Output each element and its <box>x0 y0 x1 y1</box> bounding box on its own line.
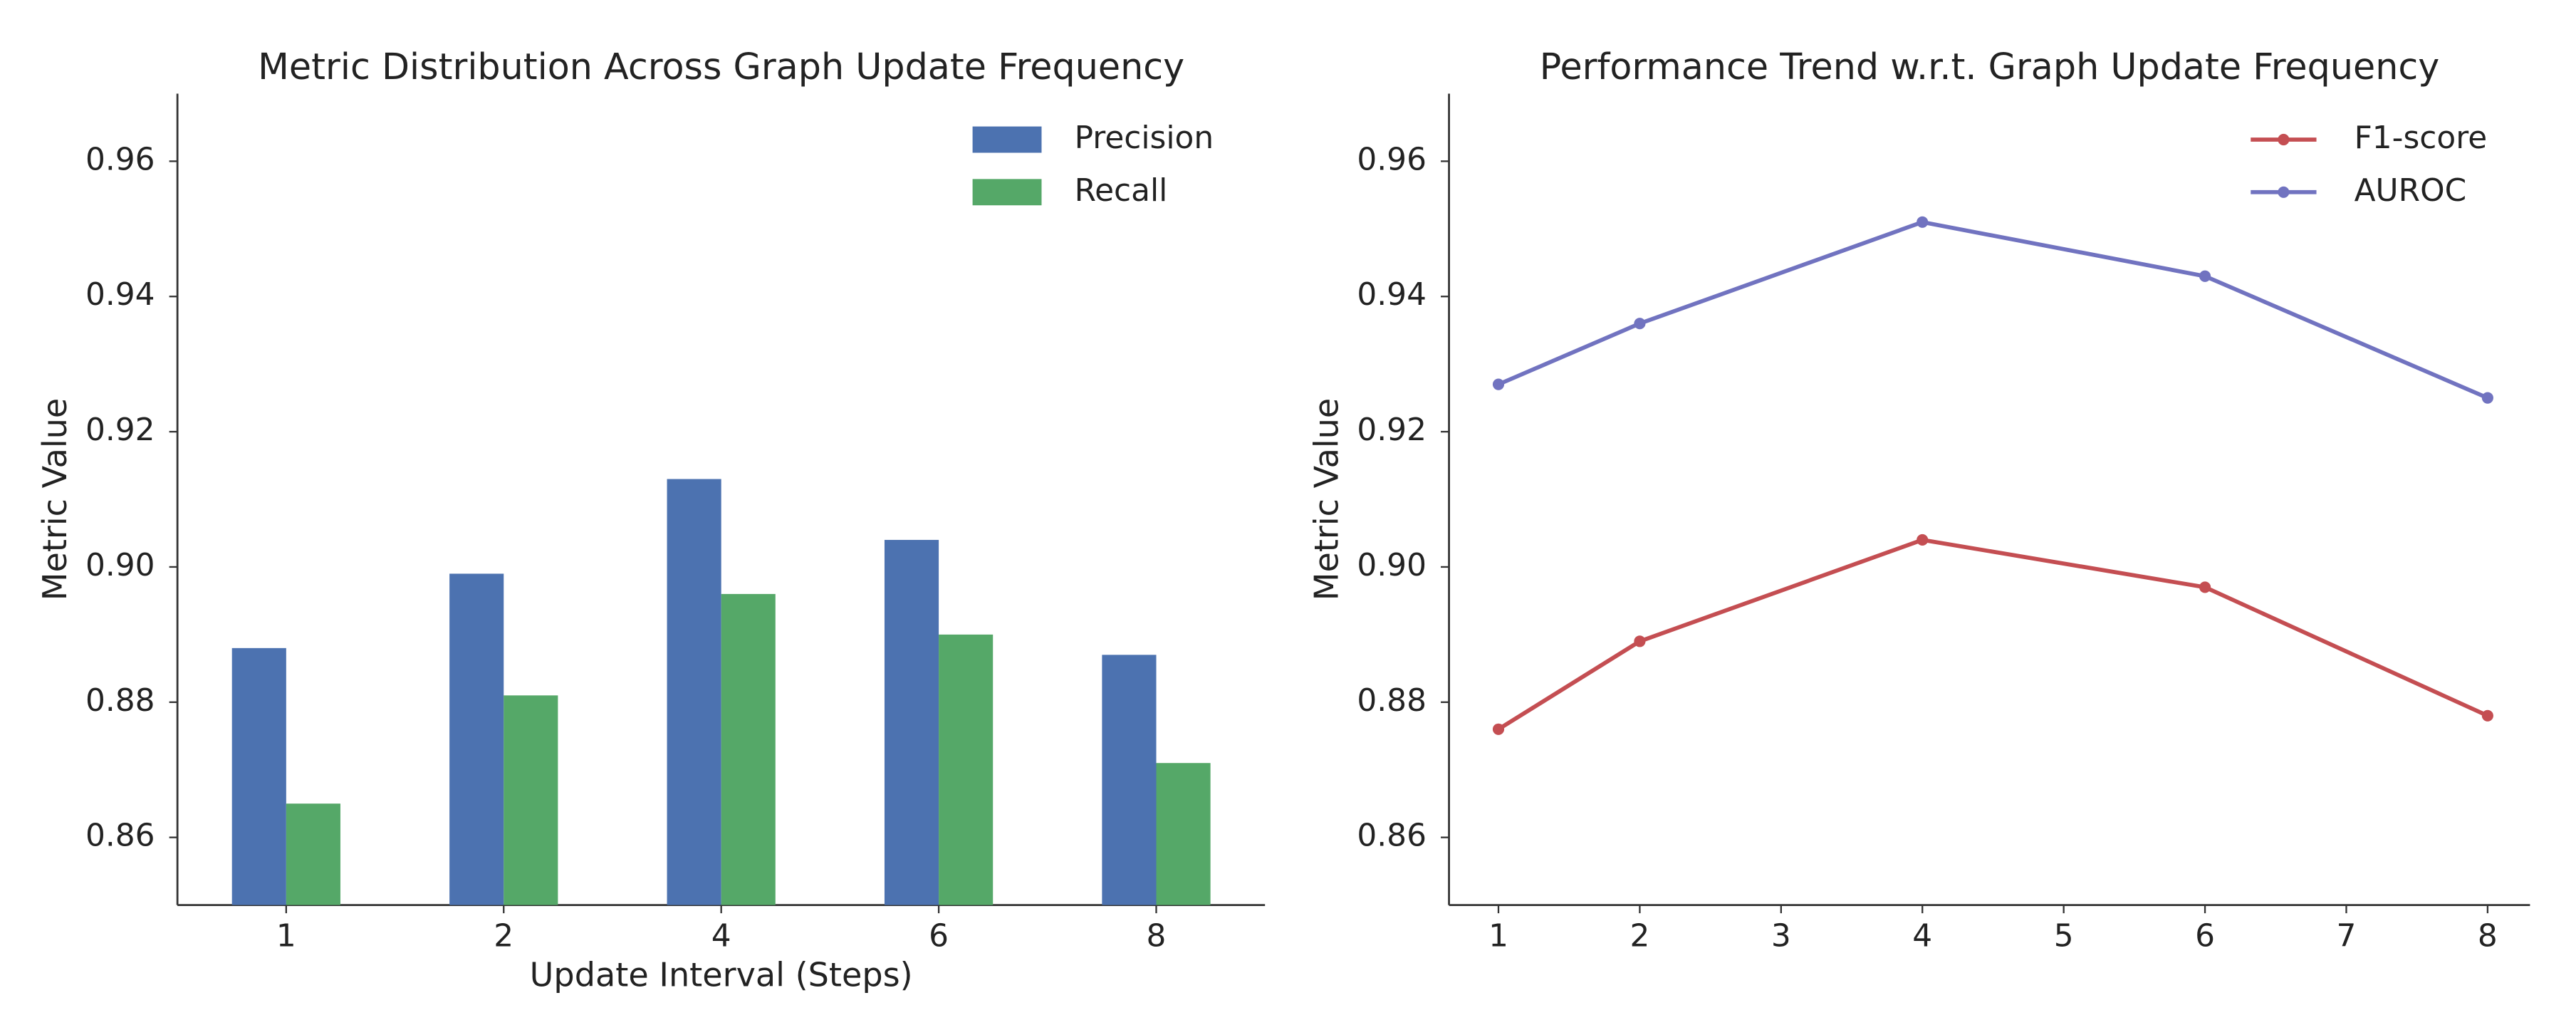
x-tick-label: 8 <box>1147 918 1167 954</box>
point <box>1634 318 1646 330</box>
bar <box>504 695 558 905</box>
legend-swatch <box>972 179 1042 206</box>
point <box>1492 378 1505 390</box>
legend-label: AUROC <box>2355 172 2467 209</box>
legend-marker <box>2278 186 2290 198</box>
bar <box>667 479 721 905</box>
point <box>1917 534 1929 546</box>
y-axis-label: Metric Value <box>36 398 74 601</box>
point <box>1492 723 1505 735</box>
point <box>2481 392 2493 404</box>
legend-label: Recall <box>1075 172 1168 209</box>
chart-title: Metric Distribution Across Graph Update … <box>258 46 1184 88</box>
line <box>1497 219 2489 400</box>
x-tick-label: 7 <box>2337 918 2357 954</box>
point <box>2481 709 2493 722</box>
y-tick-label: 0.92 <box>85 412 155 448</box>
y-tick-label: 0.90 <box>1357 547 1427 583</box>
bar <box>231 647 286 905</box>
bar <box>1102 655 1157 905</box>
x-tick-label: 6 <box>929 918 949 954</box>
legend-label: Precision <box>1075 120 1214 156</box>
x-tick-label: 4 <box>711 918 731 954</box>
x-tick-label: 1 <box>276 918 296 954</box>
bar <box>449 573 504 905</box>
point <box>1634 635 1646 647</box>
point <box>2199 581 2211 593</box>
point <box>2199 270 2211 282</box>
x-tick-label: 6 <box>2195 918 2215 954</box>
x-tick-label: 2 <box>1629 918 1649 954</box>
bar <box>721 593 776 905</box>
x-tick-label: 5 <box>2054 918 2074 954</box>
x-axis-label: Update Interval (Steps) <box>530 956 913 994</box>
legend-swatch <box>972 126 1042 153</box>
bar <box>884 539 939 905</box>
y-tick-label: 0.94 <box>85 276 155 313</box>
x-tick-label: 4 <box>1912 918 1932 954</box>
legend-marker <box>2278 133 2290 146</box>
x-tick-label: 2 <box>494 918 513 954</box>
y-tick-label: 0.86 <box>1357 818 1427 854</box>
chart-title: Performance Trend w.r.t. Graph Update Fr… <box>1540 46 2440 88</box>
line <box>1497 538 2489 732</box>
y-axis-label: Metric Value <box>1308 398 1346 601</box>
y-tick-label: 0.96 <box>85 141 155 177</box>
bar <box>939 634 994 905</box>
y-tick-label: 0.96 <box>1357 141 1427 177</box>
bar <box>286 803 340 905</box>
y-tick-label: 0.88 <box>85 682 155 719</box>
y-tick-label: 0.94 <box>1357 276 1427 313</box>
y-tick-label: 0.92 <box>1357 412 1427 448</box>
x-tick-label: 8 <box>2478 918 2498 954</box>
x-tick-label: 3 <box>1771 918 1791 954</box>
x-tick-label: 1 <box>1488 918 1508 954</box>
y-tick-label: 0.90 <box>85 547 155 583</box>
point <box>1917 216 1929 228</box>
legend-label: F1-score <box>2355 120 2488 156</box>
bar <box>1156 763 1211 905</box>
y-tick-label: 0.88 <box>1357 682 1427 719</box>
y-tick-label: 0.86 <box>85 818 155 854</box>
